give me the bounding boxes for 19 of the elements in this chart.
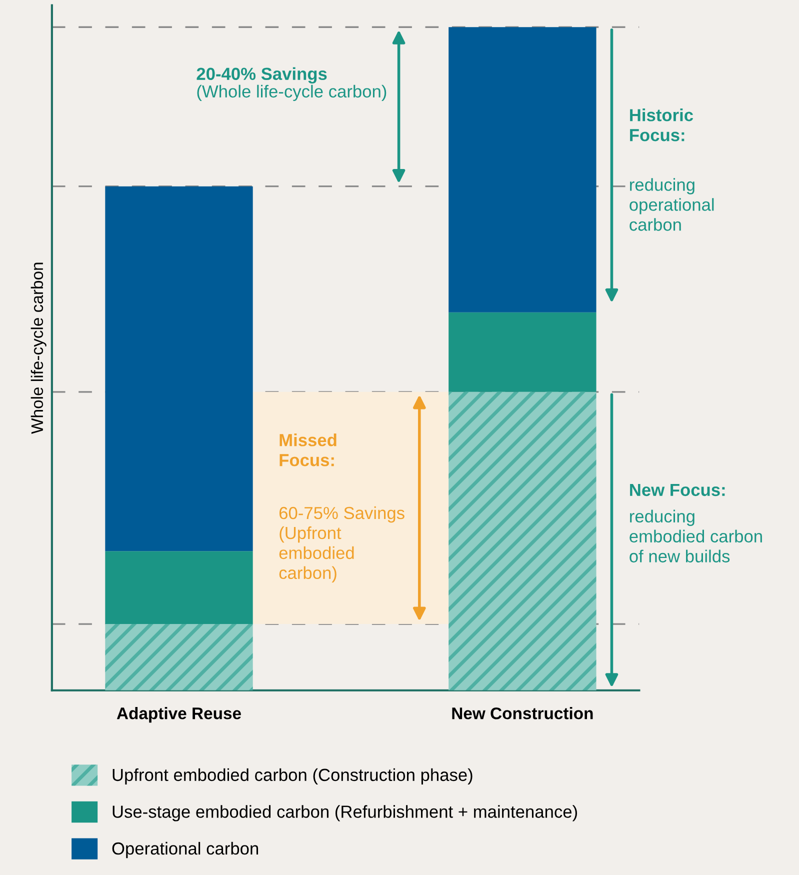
annotation: Historic Focus: [630,108,694,142]
bar [105,624,253,690]
legend-label: Use-stage embodied carbon (Refurbishment + maintenance) [112,805,577,822]
bar [105,551,253,624]
bar [448,312,596,392]
x-tick-label: Adaptive Reuse [116,707,241,723]
annotation: reducing operational carbon [630,178,714,231]
bar [448,27,596,312]
annotation: Missed Focus: [280,434,336,466]
bar [105,186,253,552]
annotation: New Focus: [630,484,725,496]
annotation: reducing embodied carbon of new builds [630,510,762,562]
legend-label: Upfront embodied carbon (Construction phase) [112,768,472,785]
x-tick-label: New Construction [452,707,593,720]
annotation: (Whole life-cycle carbon) [197,84,386,102]
y-axis-title: Whole life-cycle carbon [30,262,46,434]
annotation: 60-75% Savings (Upfront embodied carbon) [279,506,404,582]
legend-label: Operational carbon [112,842,258,858]
annotation: 20-40% Savings [196,67,327,84]
